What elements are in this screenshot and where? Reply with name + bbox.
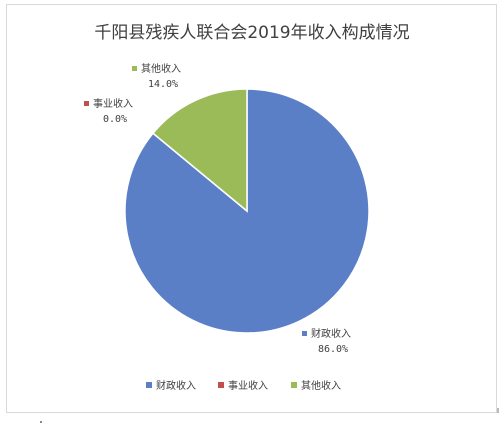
legend-swatch-fiscal	[146, 382, 152, 388]
data-label-value-fiscal: 86.0%	[318, 344, 348, 355]
data-label-name-other: 其他收入	[141, 62, 181, 75]
chart-title: 千阳县残疾人联合会2019年收入构成情况	[94, 23, 409, 43]
legend-label-business: 事业收入	[228, 379, 268, 392]
data-label-marker-other	[132, 66, 137, 71]
legend-label-fiscal: 财政收入	[156, 379, 196, 392]
pie-slice-other	[151, 88, 248, 213]
frame-edge-mark	[497, 408, 499, 413]
stray-dot	[40, 421, 42, 423]
data-label-marker-fiscal	[302, 331, 307, 336]
data-label-value-business: 0.0%	[103, 114, 127, 125]
legend-swatch-other	[291, 382, 297, 388]
data-label-name-business: 事业收入	[93, 97, 133, 110]
data-label-value-other: 14.0%	[148, 79, 178, 90]
legend-swatch-business	[218, 382, 224, 388]
legend-label-other: 其他收入	[301, 379, 341, 392]
data-label-marker-business	[84, 101, 89, 106]
data-label-name-fiscal: 财政收入	[311, 327, 351, 340]
